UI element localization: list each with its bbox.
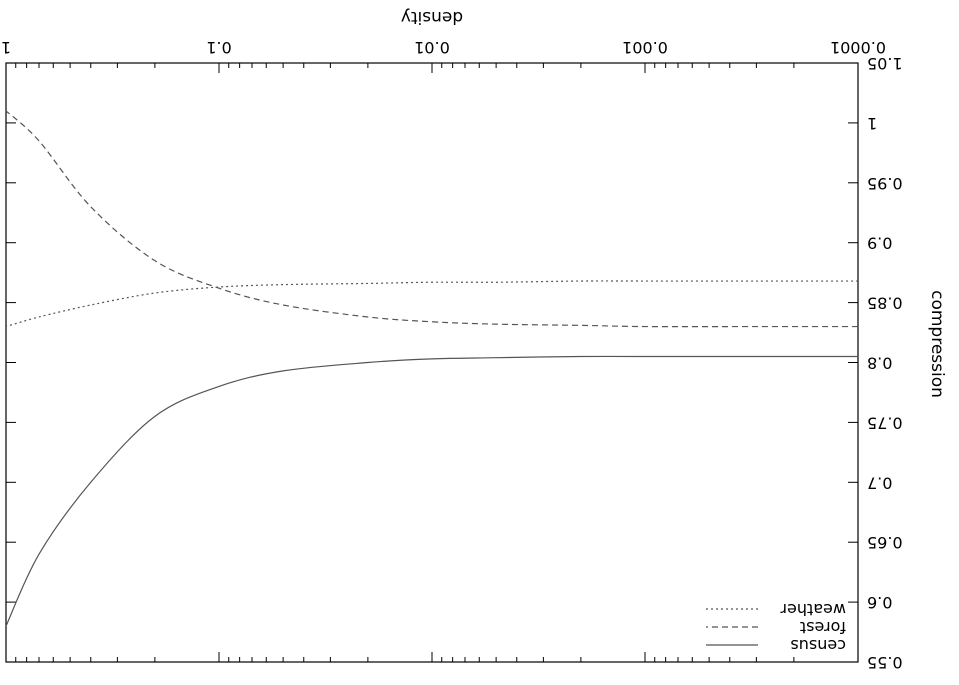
y-tick-label: 0.9 [867, 234, 892, 253]
series-line-census [5, 355, 858, 627]
x-tick-label: 1 [1, 38, 11, 57]
x-tick-label: 0.01 [414, 38, 450, 57]
legend-label-forest: forest [800, 618, 846, 637]
series-group [5, 110, 859, 627]
x-tick-label: 0.001 [622, 38, 668, 57]
y-tick-label: 0.75 [867, 413, 903, 432]
y-axis-label: compression [927, 290, 947, 398]
chart-rotated-root: 0.0001 0.001 0.01 0.1 1 0.55 0.6 0.65 0.7 0.75 0.8… [1, 7, 947, 672]
series-line-weather [5, 280, 859, 328]
legend-label-weather: weather [780, 600, 846, 619]
x-tick-label: 0.1 [206, 38, 231, 57]
y-tick-label: 0.8 [867, 354, 892, 373]
legend-label-census: census [790, 636, 846, 655]
y-tick-label: 0.65 [867, 533, 903, 552]
series-line-forest [5, 110, 858, 328]
y-tick-label: 0.55 [867, 653, 903, 672]
x-tick-label: 0.0001 [830, 38, 886, 57]
y-tick-label: 0.95 [867, 174, 903, 193]
y-tick-label: 0.6 [867, 593, 892, 612]
y-tick-label: 0.7 [867, 473, 892, 492]
y-tick-label: 1.05 [867, 54, 903, 73]
plot-frame [5, 62, 859, 663]
x-axis-label: density [401, 7, 463, 27]
y-tick-label: 0.85 [867, 294, 903, 313]
y-tick-label: 1 [867, 114, 877, 133]
ticks-group: 0.0001 0.001 0.01 0.1 1 0.55 0.6 0.65 0.7 0.75 0.8… [1, 38, 903, 672]
